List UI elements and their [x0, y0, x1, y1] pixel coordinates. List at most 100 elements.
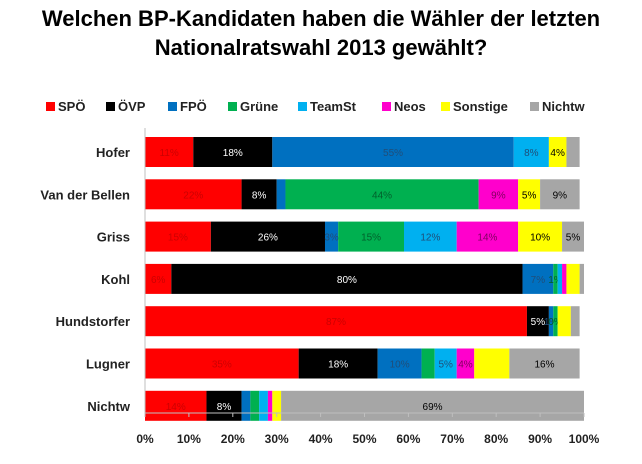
bar-hundstorfer-ovp [526, 306, 549, 337]
bar-nichtw-ovp [206, 390, 242, 421]
legend-label-nichtw: Nichtw [542, 99, 586, 114]
bar-kohl-grune [553, 263, 558, 294]
data-label-van-der-bellen-ovp: 8% [252, 190, 267, 201]
data-label-griss-ovp: 26% [258, 233, 278, 244]
value-axis: 0% 10% 20% 30% 40% 50% 60% 70% 80% 90% 100% [136, 128, 600, 446]
bar-griss-nichtw [562, 221, 584, 252]
x-tick-label-5: 50% [352, 432, 376, 446]
bar-van-der-bellen-sonstige [518, 179, 541, 210]
bar-nichtw-fpo [241, 390, 251, 421]
bar-lugner-neos [456, 348, 475, 379]
chart-title-line-2: Nationalratswahl 2013 gewählt? [154, 35, 488, 60]
data-label-hundstorfer-ovp: 5% [531, 317, 546, 328]
bar-van-der-bellen-nichtw [540, 179, 580, 210]
bar-nichtw-nichtw [281, 390, 584, 421]
legend-label-ovp: ÖVP [118, 99, 146, 114]
bar-hundstorfer-fpo [548, 306, 554, 337]
x-tick-label-4: 40% [309, 432, 333, 446]
data-label-van-der-bellen-neos: 9% [491, 190, 506, 201]
category-axis: Hofer Van der Bellen Griss Kohl Hundstorfer L… [40, 145, 130, 414]
legend-swatch-spo [46, 102, 55, 111]
bar-hofer-teamst [513, 137, 549, 167]
data-label-lugner-neos: 4% [458, 360, 473, 371]
bar-van-der-bellen-ovp [241, 179, 277, 210]
x-tick-label-10: 100% [569, 432, 600, 446]
data-label-van-der-bellen-nichtw: 9% [553, 190, 568, 201]
bar-griss-ovp [210, 221, 325, 252]
bar-van-der-bellen-neos [478, 179, 519, 210]
data-label-griss-grune: 15% [361, 233, 381, 244]
data-label-lugner-ovp: 18% [328, 360, 348, 371]
data-label-lugner-teamst: 5% [438, 360, 453, 371]
bar-van-der-bellen-grune [285, 179, 479, 210]
category-label-griss: Griss [97, 230, 130, 245]
bar-griss-neos [456, 221, 519, 252]
data-label-griss-neos: 14% [477, 233, 497, 244]
bar-nichtw-spo [145, 390, 207, 421]
bar-kohl-spo [145, 263, 172, 294]
chart-title: Welchen BP-Kandidaten haben die Wähler d… [0, 4, 642, 62]
bar-nichtw-neos [267, 390, 273, 421]
bar-nichtw-grune [250, 390, 260, 421]
bar-van-der-bellen-fpo [276, 179, 286, 210]
data-label-griss-spo: 15% [168, 233, 188, 244]
bar-van-der-bellen-spo [145, 179, 242, 210]
bar-lugner-sonstige [474, 348, 510, 379]
legend-swatch-neos [382, 102, 391, 111]
bar-kohl-ovp [171, 263, 523, 294]
data-label-nichtw-spo: 14% [166, 402, 186, 413]
x-tick-label-3: 30% [265, 432, 289, 446]
category-label-lugner: Lugner [86, 357, 130, 372]
bar-lugner-ovp [298, 348, 378, 379]
x-tick-label-9: 90% [528, 432, 552, 446]
x-tick-label-1: 10% [177, 432, 201, 446]
legend-swatch-sonstige [441, 102, 450, 111]
data-label-lugner-spo: 35% [212, 360, 232, 371]
data-label-hundstorfer-spo: 87% [326, 317, 346, 328]
category-label-van-der-bellen: Van der Bellen [40, 187, 130, 202]
bar-lugner-grune [421, 348, 435, 379]
legend-label-sonstige: Sonstige [453, 99, 508, 114]
bar-lugner-nichtw [509, 348, 580, 379]
data-label-nichtw-ovp: 8% [217, 402, 232, 413]
x-tick-label-8: 80% [484, 432, 508, 446]
data-label-hofer-ovp: 18% [223, 148, 243, 159]
data-label-kohl-ovp: 80% [337, 275, 357, 286]
legend-swatch-fpo [168, 102, 177, 111]
bar-lugner-teamst [434, 348, 457, 379]
bar-griss-sonstige [518, 221, 563, 252]
x-tick-label-2: 20% [221, 432, 245, 446]
bar-griss-spo [145, 221, 211, 252]
data-label-hundstorfer-fpo: 1% [544, 317, 559, 328]
bar-nichtw-sonstige [272, 390, 282, 421]
bar-griss-teamst [404, 221, 457, 252]
x-tick-label-7: 70% [440, 432, 464, 446]
bar-griss-grune [338, 221, 405, 252]
legend-label-grune: Grüne [240, 99, 278, 114]
bar-hofer-nichtw [566, 137, 580, 167]
bar-hofer-fpo [272, 137, 514, 167]
data-label-van-der-bellen-sonstige: 5% [522, 190, 537, 201]
data-label-van-der-bellen-spo: 22% [183, 190, 203, 201]
bar-hundstorfer-nichtw [570, 306, 580, 337]
bar-lugner-fpo [377, 348, 422, 379]
legend-label-teamst: TeamSt [310, 99, 357, 114]
data-label-hofer-teamst: 8% [524, 148, 539, 159]
bar-hundstorfer-spo [145, 306, 527, 337]
data-label-griss-fpo: 3% [324, 233, 339, 244]
bar-hofer-spo [145, 137, 194, 167]
data-label-hofer-spo: 11% [160, 148, 179, 159]
data-label-kohl-grune: 1% [548, 275, 563, 286]
bar-hundstorfer-sonstige [557, 306, 571, 337]
data-label-kohl-spo: 6% [151, 275, 166, 286]
category-label-nichtw: Nichtw [87, 399, 131, 414]
x-tick-label-0: 0% [136, 432, 154, 446]
category-label-hofer: Hofer [96, 145, 130, 160]
legend-swatch-nichtw [530, 102, 539, 111]
bar-nichtw-teamst [259, 390, 268, 421]
bar-kohl-nichtw [579, 263, 584, 294]
legend-swatch-ovp [106, 102, 115, 111]
legend-label-fpo: FPÖ [180, 99, 207, 114]
legend-label-spo: SPÖ [58, 99, 85, 114]
